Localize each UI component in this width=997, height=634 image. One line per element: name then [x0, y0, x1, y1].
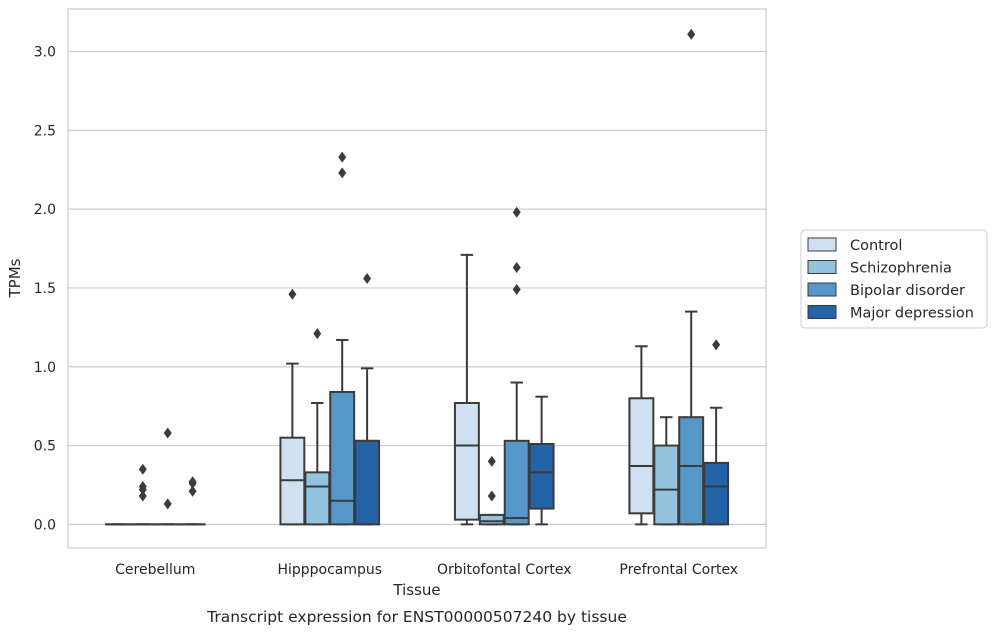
x-axis-label: Tissue	[392, 581, 440, 599]
box-groups	[104, 28, 730, 526]
outlier-point	[687, 28, 696, 40]
outlier-point	[288, 288, 297, 300]
y-tick-labels: 0.0 0.5 1.0 1.5 2.0 2.5 3.0	[34, 45, 56, 534]
outlier-point	[338, 151, 347, 163]
y-tick-label: 1.0	[34, 360, 56, 376]
plot-frame	[67, 8, 767, 549]
box-schizophrenia	[129, 463, 156, 526]
outlier-point	[138, 463, 147, 475]
outlier-point	[363, 273, 372, 284]
box-major-depression	[354, 273, 381, 526]
x-tick-label: Cerebellum	[115, 562, 195, 578]
box-major-depression	[179, 476, 206, 526]
box-control	[628, 345, 655, 526]
box-major-depression	[703, 339, 730, 526]
iqr-box	[329, 390, 356, 526]
box-bipolar-disorder	[503, 206, 530, 526]
outlier-point	[163, 427, 172, 439]
y-gridlines	[68, 50, 766, 525]
iqr-box	[653, 444, 680, 526]
legend-swatch	[807, 260, 837, 274]
box-schizophrenia	[478, 455, 505, 526]
x-tick-label: Orbitofontal Cortex	[437, 562, 572, 578]
legend-swatch	[807, 237, 837, 252]
y-tick-label: 2.5	[34, 123, 56, 139]
legend-swatch	[807, 282, 837, 297]
y-tick-label: 3.0	[34, 45, 56, 61]
box-control	[279, 288, 306, 526]
outlier-point	[338, 167, 347, 179]
box-bipolar-disorder	[154, 427, 181, 526]
outlier-point	[138, 481, 147, 493]
legend-swatch	[807, 305, 837, 319]
iqr-box	[678, 416, 705, 526]
legend: Control Schizophrenia Bipolar disorder Majo…	[800, 229, 988, 329]
outlier-point	[313, 328, 322, 340]
box-schizophrenia	[653, 416, 680, 526]
iqr-box	[453, 402, 480, 521]
y-tick-label: 0.0	[34, 517, 56, 533]
iqr-box	[478, 513, 505, 526]
x-tick-label: Hipppocampus	[277, 562, 382, 578]
outlier-point	[512, 206, 521, 218]
outlier-point	[163, 498, 172, 510]
outlier-point	[712, 339, 721, 351]
box-bipolar-disorder	[329, 151, 356, 526]
legend-label: Bipolar disorder	[850, 283, 965, 299]
outlier-point	[512, 284, 521, 296]
y-tick-label: 0.5	[34, 439, 56, 455]
chart-caption: Transcript expression for ENST0000050724…	[206, 608, 627, 626]
y-tick-label: 1.5	[34, 281, 56, 297]
iqr-box	[354, 439, 381, 526]
y-tick-label: 2.0	[34, 202, 56, 218]
x-tick-labels: Cerebellum Hipppocampus Orbitofontal Corte…	[115, 562, 738, 578]
outlier-point	[487, 490, 496, 502]
iqr-box	[528, 442, 555, 510]
iqr-box	[628, 397, 655, 515]
iqr-box	[503, 439, 530, 526]
outlier-point	[487, 455, 496, 467]
legend-label: Control	[850, 238, 902, 254]
box-control	[453, 253, 480, 526]
outlier-point	[188, 477, 197, 489]
outlier-point	[138, 490, 147, 502]
iqr-box	[703, 461, 730, 526]
iqr-box	[304, 471, 331, 526]
box-major-depression	[528, 395, 555, 526]
legend-label: Major depression	[850, 306, 974, 322]
legend-label: Schizophrenia	[850, 261, 952, 277]
legend-frame	[800, 229, 988, 329]
y-axis-label: TPMs	[6, 258, 24, 298]
outlier-point	[188, 485, 197, 497]
box-bipolar-disorder	[678, 28, 705, 526]
box-schizophrenia	[304, 328, 331, 526]
x-tick-label: Prefrontal Cortex	[619, 562, 738, 578]
outlier-point	[512, 261, 521, 273]
